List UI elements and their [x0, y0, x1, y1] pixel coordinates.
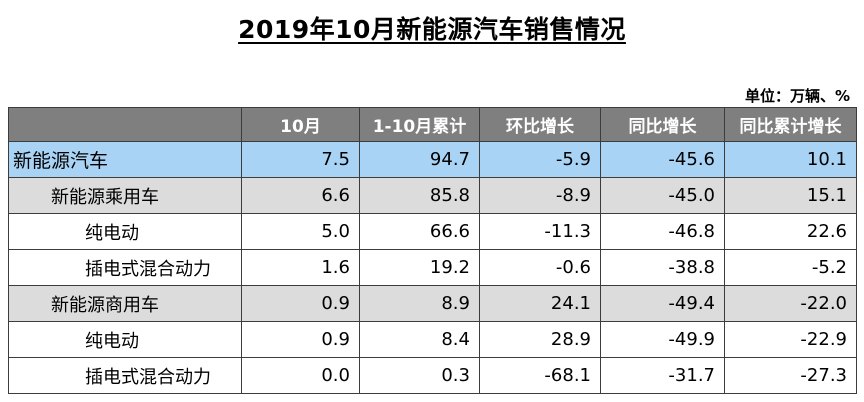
- header-cell-cumulative: 1-10月累计: [359, 107, 480, 142]
- value-cell: 66.6: [359, 213, 480, 250]
- value-cell: 0.9: [241, 321, 360, 358]
- page-title: 2019年10月新能源汽车销售情况: [238, 15, 626, 44]
- header-cell-month: 10月: [241, 107, 360, 142]
- unit-label: 单位：万辆、%: [744, 87, 850, 105]
- value-cell: 28.9: [479, 321, 601, 358]
- value-cell: -22.9: [724, 321, 857, 358]
- value-cell: -5.9: [479, 141, 601, 178]
- value-cell: 8.4: [359, 321, 480, 358]
- value-cell: 5.0: [241, 213, 360, 250]
- value-cell: -46.8: [600, 213, 725, 250]
- table-row: 新能源汽车 7.5 94.7 -5.9 -45.6 10.1: [8, 141, 857, 178]
- value-cell: -22.0: [724, 285, 857, 322]
- header-cell-yoy-cumulative-growth: 同比累计增长: [724, 107, 857, 142]
- value-cell: -45.6: [600, 141, 725, 178]
- value-cell: -49.4: [600, 285, 725, 322]
- value-cell: -0.6: [479, 249, 601, 286]
- value-cell: 15.1: [724, 177, 857, 214]
- value-cell: -11.3: [479, 213, 601, 250]
- table-header: 10月 1-10月累计 环比增长 同比增长 同比累计增长: [8, 107, 857, 142]
- header-cell-category: [8, 107, 242, 142]
- value-cell: 24.1: [479, 285, 601, 322]
- value-cell: -38.8: [600, 249, 725, 286]
- table-body: 新能源汽车 7.5 94.7 -5.9 -45.6 10.1 新能源乘用车 6.6 85.8 -8…: [8, 141, 857, 394]
- header-row: 10月 1-10月累计 环比增长 同比增长 同比累计增长: [8, 107, 857, 142]
- header-cell-yoy-growth: 同比增长: [600, 107, 725, 142]
- table-row: 纯电动 0.9 8.4 28.9 -49.9 -22.9: [8, 321, 857, 358]
- row-label: 插电式混合动力: [8, 357, 242, 394]
- value-cell: 85.8: [359, 177, 480, 214]
- value-cell: 22.6: [724, 213, 857, 250]
- value-cell: -68.1: [479, 357, 601, 394]
- value-cell: 6.6: [241, 177, 360, 214]
- row-label: 纯电动: [8, 321, 242, 358]
- row-label: 新能源乘用车: [8, 177, 242, 214]
- table-row: 插电式混合动力 1.6 19.2 -0.6 -38.8 -5.2: [8, 249, 857, 286]
- value-cell: -49.9: [600, 321, 725, 358]
- value-cell: -5.2: [724, 249, 857, 286]
- table-row: 新能源乘用车 6.6 85.8 -8.9 -45.0 15.1: [8, 177, 857, 214]
- row-label: 新能源商用车: [8, 285, 242, 322]
- value-cell: 0.9: [241, 285, 360, 322]
- table-row: 纯电动 5.0 66.6 -11.3 -46.8 22.6: [8, 213, 857, 250]
- row-label: 新能源汽车: [8, 141, 242, 178]
- sales-table: 10月 1-10月累计 环比增长 同比增长 同比累计增长 新能源汽车 7.5 94.…: [8, 107, 857, 394]
- value-cell: -31.7: [600, 357, 725, 394]
- value-cell: 0.0: [241, 357, 360, 394]
- value-cell: 19.2: [359, 249, 480, 286]
- value-cell: 7.5: [241, 141, 360, 178]
- row-label: 插电式混合动力: [8, 249, 242, 286]
- header-cell-mom-growth: 环比增长: [479, 107, 601, 142]
- row-label: 纯电动: [8, 213, 242, 250]
- value-cell: 1.6: [241, 249, 360, 286]
- value-cell: -27.3: [724, 357, 857, 394]
- value-cell: 0.3: [359, 357, 480, 394]
- value-cell: -45.0: [600, 177, 725, 214]
- value-cell: 94.7: [359, 141, 480, 178]
- table-row: 新能源商用车 0.9 8.9 24.1 -49.4 -22.0: [8, 285, 857, 322]
- value-cell: 8.9: [359, 285, 480, 322]
- value-cell: 10.1: [724, 141, 857, 178]
- value-cell: -8.9: [479, 177, 601, 214]
- table-row: 插电式混合动力 0.0 0.3 -68.1 -31.7 -27.3: [8, 357, 857, 394]
